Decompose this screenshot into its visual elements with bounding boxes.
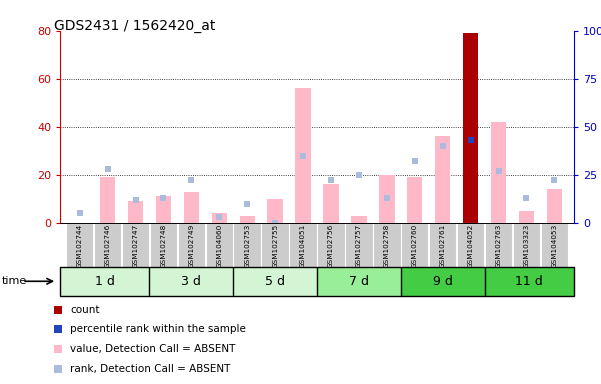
Bar — [379, 175, 394, 223]
Bar — [206, 223, 233, 267]
Text: GSM104060: GSM104060 — [216, 224, 222, 268]
Bar — [457, 223, 484, 267]
Bar — [435, 136, 450, 223]
Text: GSM102748: GSM102748 — [160, 224, 166, 268]
Bar — [429, 223, 456, 267]
Bar — [261, 223, 289, 267]
Bar — [295, 88, 311, 223]
Text: GSM104051: GSM104051 — [300, 224, 306, 268]
Bar — [184, 192, 199, 223]
Text: GSM104053: GSM104053 — [551, 224, 557, 268]
Text: GSM102760: GSM102760 — [412, 224, 418, 268]
Bar — [94, 223, 121, 267]
Bar — [547, 189, 562, 223]
Bar — [100, 177, 115, 223]
Bar — [407, 177, 423, 223]
Text: 5 d: 5 d — [265, 275, 285, 288]
Text: 1 d: 1 d — [95, 275, 115, 288]
Bar — [150, 267, 233, 296]
Bar — [156, 196, 171, 223]
Bar — [128, 201, 143, 223]
Text: GSM104052: GSM104052 — [468, 224, 474, 268]
Text: GSM102746: GSM102746 — [105, 224, 111, 268]
Text: GSM102747: GSM102747 — [132, 224, 138, 268]
Bar — [234, 223, 261, 267]
Bar — [491, 122, 506, 223]
Bar — [178, 223, 205, 267]
Bar — [345, 223, 373, 267]
Text: GSM102757: GSM102757 — [356, 224, 362, 268]
Text: GSM102761: GSM102761 — [440, 224, 446, 268]
Bar — [485, 223, 512, 267]
Bar — [233, 267, 317, 296]
Bar — [351, 215, 367, 223]
Text: GDS2431 / 1562420_at: GDS2431 / 1562420_at — [54, 19, 216, 33]
Text: GSM102763: GSM102763 — [496, 224, 502, 268]
Text: GSM102756: GSM102756 — [328, 224, 334, 268]
Text: value, Detection Call = ABSENT: value, Detection Call = ABSENT — [70, 344, 236, 354]
Text: GSM103323: GSM103323 — [523, 224, 529, 268]
Bar — [401, 223, 429, 267]
Bar — [513, 223, 540, 267]
Text: percentile rank within the sample: percentile rank within the sample — [70, 324, 246, 334]
Bar — [463, 33, 478, 223]
Bar — [289, 223, 317, 267]
Text: count: count — [70, 305, 100, 314]
Bar — [150, 223, 177, 267]
Bar — [323, 184, 339, 223]
Text: GSM102753: GSM102753 — [244, 224, 250, 268]
Text: 7 d: 7 d — [349, 275, 369, 288]
Text: GSM102755: GSM102755 — [272, 224, 278, 268]
Bar — [66, 223, 93, 267]
Bar — [373, 223, 400, 267]
Text: GSM102758: GSM102758 — [384, 224, 390, 268]
Bar — [401, 267, 484, 296]
Bar — [484, 267, 574, 296]
Bar — [240, 215, 255, 223]
Bar — [519, 211, 534, 223]
Bar — [60, 267, 150, 296]
Bar — [317, 267, 401, 296]
Bar — [541, 223, 568, 267]
Text: time: time — [2, 276, 27, 286]
Bar — [122, 223, 149, 267]
Text: rank, Detection Call = ABSENT: rank, Detection Call = ABSENT — [70, 364, 231, 374]
Bar — [317, 223, 345, 267]
Text: 3 d: 3 d — [182, 275, 201, 288]
Text: 11 d: 11 d — [516, 275, 543, 288]
Text: GSM102744: GSM102744 — [77, 224, 83, 268]
Bar — [267, 199, 283, 223]
Text: GSM102749: GSM102749 — [188, 224, 194, 268]
Text: 9 d: 9 d — [433, 275, 453, 288]
Bar — [212, 213, 227, 223]
